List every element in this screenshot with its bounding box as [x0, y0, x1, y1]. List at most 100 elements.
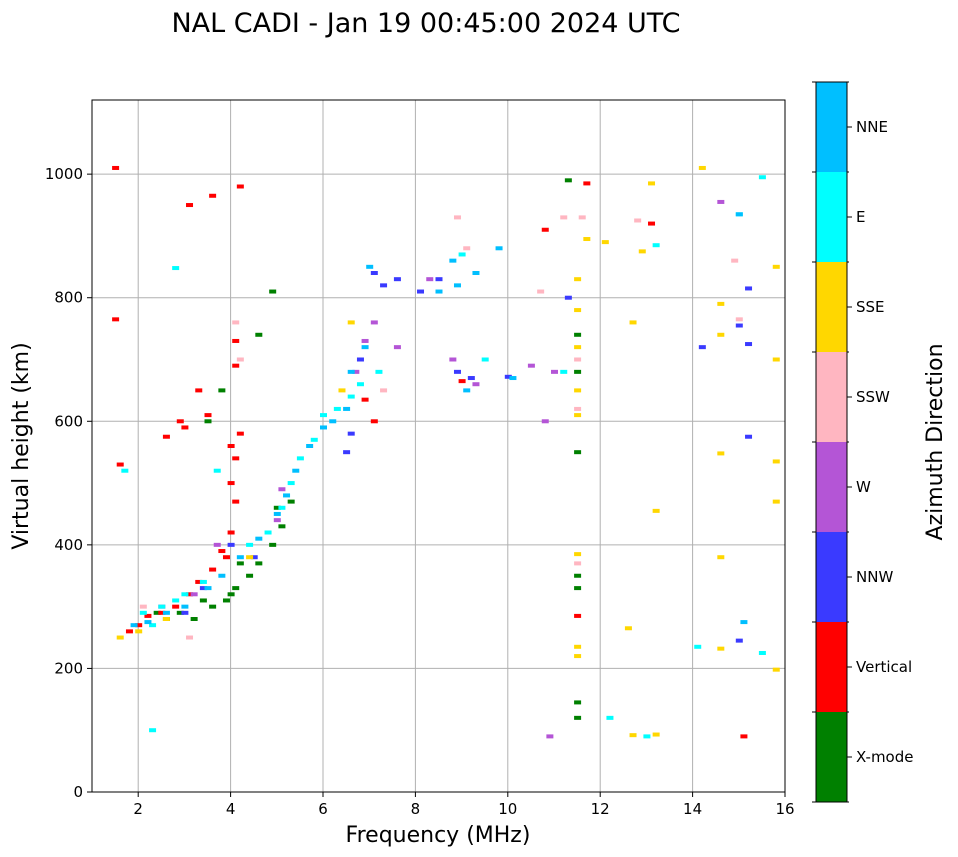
data-point-x-mode	[222, 598, 230, 603]
x-tick-label: 16	[775, 800, 794, 818]
data-point-w	[527, 363, 535, 368]
data-point-vertical	[222, 555, 230, 560]
data-point-vertical	[162, 434, 170, 439]
data-point-x-mode	[255, 332, 263, 337]
y-tick-label: 200	[54, 659, 83, 677]
data-point-vertical	[195, 579, 203, 584]
data-point-e	[758, 175, 766, 180]
data-point-x-mode	[176, 610, 184, 615]
data-point-nnw	[356, 357, 364, 362]
data-point-vertical	[186, 203, 194, 208]
data-point-vertical	[112, 165, 120, 170]
data-point-sse	[772, 499, 780, 504]
data-point-sse	[135, 629, 143, 634]
data-point-vertical	[135, 623, 143, 628]
data-point-w	[426, 277, 434, 282]
data-point-nnw	[504, 374, 512, 379]
colorbar-swatch-nne	[816, 82, 847, 172]
data-point-x-mode	[574, 715, 582, 720]
data-point-e	[149, 623, 157, 628]
data-point-sse	[116, 635, 124, 640]
data-point-x-mode	[190, 617, 198, 621]
data-point-e	[296, 456, 304, 461]
data-point-w	[393, 345, 401, 350]
data-point-nnw	[745, 286, 753, 291]
data-point-vertical	[209, 193, 217, 198]
y-tick-label: 800	[54, 289, 83, 307]
data-point-nnw	[698, 345, 706, 350]
x-tick-label: 8	[411, 800, 421, 818]
data-point-e	[139, 610, 147, 615]
data-point-nnw	[343, 450, 351, 455]
colorbar-tick-label: E	[856, 208, 865, 226]
data-point-x-mode	[236, 561, 244, 566]
data-point-sse	[717, 646, 725, 651]
colorbar-swatch-w	[816, 442, 847, 532]
colorbar: X-mode Vertical NNW W SSW SSE E NNE	[812, 81, 913, 803]
data-point-vertical	[232, 338, 240, 343]
data-point-nne	[435, 289, 443, 294]
data-point-ssw	[634, 218, 642, 223]
data-point-vertical	[541, 227, 549, 232]
data-point-sse	[717, 555, 725, 560]
y-axis-label: Virtual height (km)	[9, 342, 34, 549]
data-point-nne	[130, 623, 138, 628]
data-point-e	[458, 252, 466, 257]
data-point-e	[347, 394, 355, 399]
data-point-vertical	[204, 413, 212, 418]
data-point-e	[758, 650, 766, 655]
data-point-sse	[246, 555, 254, 560]
data-point-sse	[648, 181, 656, 186]
data-point-vertical	[144, 613, 152, 618]
data-point-nne	[320, 425, 327, 430]
data-point-e	[606, 715, 614, 720]
data-point-sse	[583, 237, 591, 242]
data-point-nne	[306, 444, 314, 448]
data-point-e	[181, 592, 189, 597]
data-point-w	[370, 320, 378, 325]
data-point-sse	[574, 277, 582, 282]
data-point-e	[264, 530, 272, 535]
data-point-w	[213, 542, 221, 547]
data-point-vertical	[232, 363, 240, 368]
data-point-sse	[652, 732, 660, 737]
data-point-x-mode	[246, 573, 254, 578]
data-point-vertical	[236, 184, 244, 189]
data-point-nne	[453, 283, 461, 288]
data-point-nne	[292, 468, 300, 473]
colorbar-tick-label: SSE	[856, 298, 885, 316]
data-point-vertical	[172, 604, 180, 609]
data-point-nne	[329, 419, 337, 424]
data-point-e	[287, 481, 295, 486]
data-point-ssw	[232, 320, 240, 325]
data-point-e	[246, 542, 254, 547]
data-point-nne	[218, 573, 226, 578]
x-tick-label: 2	[133, 800, 143, 818]
data-point-sse	[772, 357, 780, 362]
data-point-e	[172, 266, 180, 271]
data-point-x-mode	[564, 178, 572, 183]
y-tick-label: 1000	[45, 165, 83, 183]
data-point-ssw	[139, 604, 147, 609]
data-point-sse	[601, 240, 609, 245]
data-point-e	[333, 406, 341, 411]
data-point-e	[149, 728, 157, 733]
data-point-nnw	[453, 369, 461, 374]
data-point-nne	[162, 610, 170, 615]
colorbar-swatch-e	[816, 172, 847, 262]
data-point-nne	[366, 264, 374, 269]
data-point-vertical	[227, 444, 235, 448]
colorbar-swatch-sse	[816, 262, 847, 352]
data-point-sse	[347, 320, 355, 325]
data-point-x-mode	[574, 700, 582, 705]
data-point-vertical	[232, 456, 240, 461]
colorbar-tick-label: Vertical	[856, 658, 912, 676]
data-point-x-mode	[574, 332, 582, 337]
data-point-nne	[255, 536, 263, 541]
data-point-x-mode	[273, 505, 281, 510]
data-point-nnw	[199, 586, 207, 591]
data-point-nne	[735, 212, 743, 217]
data-point-x-mode	[209, 604, 217, 609]
data-point-vertical	[648, 221, 656, 226]
data-point-nnw	[380, 283, 388, 288]
